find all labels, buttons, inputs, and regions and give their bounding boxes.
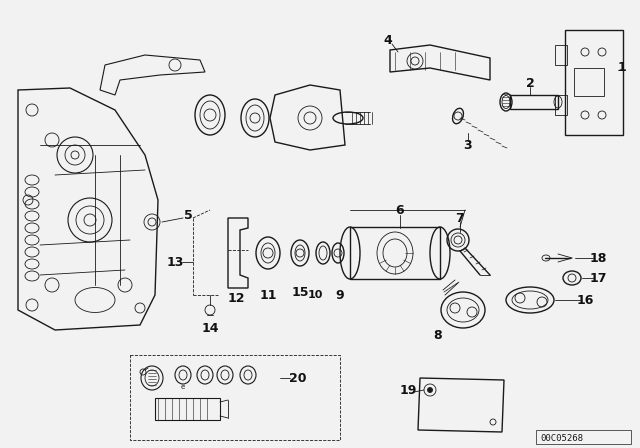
Text: 10: 10 bbox=[307, 290, 323, 300]
Text: 7: 7 bbox=[456, 211, 465, 224]
Text: 5: 5 bbox=[184, 208, 193, 221]
Text: 12: 12 bbox=[227, 292, 244, 305]
Bar bbox=[350, 227, 440, 279]
Text: 14: 14 bbox=[201, 322, 219, 335]
Bar bbox=[155, 398, 220, 420]
Text: 16: 16 bbox=[576, 293, 594, 306]
Bar bbox=[565, 30, 623, 135]
Text: 20: 20 bbox=[289, 371, 307, 384]
Text: 00C05268: 00C05268 bbox=[540, 434, 583, 443]
Bar bbox=[574, 68, 604, 96]
Text: 17: 17 bbox=[589, 271, 607, 284]
Text: 19: 19 bbox=[399, 383, 417, 396]
Text: e: e bbox=[181, 384, 185, 390]
Bar bbox=[555, 95, 567, 115]
Text: 3: 3 bbox=[464, 138, 472, 151]
Circle shape bbox=[428, 388, 433, 392]
Text: 1: 1 bbox=[618, 60, 627, 73]
Text: 18: 18 bbox=[589, 251, 607, 264]
Bar bbox=[510, 95, 558, 109]
Text: 13: 13 bbox=[166, 255, 184, 268]
Text: 6: 6 bbox=[396, 203, 404, 216]
Text: 2: 2 bbox=[525, 77, 534, 90]
Text: 11: 11 bbox=[259, 289, 276, 302]
Text: 4: 4 bbox=[383, 34, 392, 47]
Text: 9: 9 bbox=[336, 289, 344, 302]
Bar bbox=[130, 355, 340, 440]
Bar bbox=[555, 45, 567, 65]
Text: 8: 8 bbox=[434, 328, 442, 341]
Text: 15: 15 bbox=[291, 285, 308, 298]
Bar bbox=[536, 430, 631, 444]
